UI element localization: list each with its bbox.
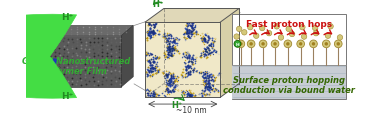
Circle shape (297, 41, 305, 48)
Circle shape (273, 43, 277, 46)
FancyArrowPatch shape (0, 15, 77, 111)
Polygon shape (220, 9, 239, 97)
Circle shape (271, 41, 279, 48)
Text: Surface proton hopping
conduction via bound water: Surface proton hopping conduction via bo… (223, 75, 355, 95)
Circle shape (254, 34, 259, 39)
Polygon shape (27, 36, 121, 87)
Polygon shape (145, 9, 239, 23)
Text: H⁺: H⁺ (61, 13, 73, 22)
Circle shape (290, 32, 295, 37)
Circle shape (299, 43, 302, 46)
Polygon shape (145, 23, 220, 97)
Text: H⁺: H⁺ (61, 91, 73, 100)
Circle shape (266, 31, 272, 37)
Circle shape (322, 41, 330, 48)
FancyArrowPatch shape (0, 3, 77, 98)
Circle shape (259, 26, 265, 31)
Circle shape (259, 41, 267, 48)
Circle shape (249, 43, 253, 46)
Circle shape (274, 24, 279, 30)
Text: Gyroid Nanostructured
Polymer Film: Gyroid Nanostructured Polymer Film (22, 56, 130, 75)
Polygon shape (27, 26, 133, 36)
Polygon shape (121, 26, 133, 87)
Circle shape (278, 35, 284, 41)
Circle shape (312, 43, 315, 46)
Circle shape (286, 43, 290, 46)
Circle shape (325, 43, 328, 46)
Circle shape (234, 35, 239, 40)
Text: H⁺: H⁺ (172, 100, 183, 109)
Circle shape (239, 43, 243, 46)
Circle shape (234, 41, 241, 48)
Circle shape (300, 25, 305, 31)
Circle shape (337, 35, 343, 41)
Circle shape (237, 41, 245, 48)
Circle shape (336, 43, 340, 46)
Text: H: H (235, 43, 239, 46)
Circle shape (301, 35, 307, 40)
Circle shape (247, 41, 255, 48)
Circle shape (242, 30, 247, 36)
Polygon shape (232, 65, 346, 99)
Circle shape (313, 31, 319, 37)
Circle shape (313, 26, 318, 31)
Circle shape (325, 34, 331, 39)
Circle shape (261, 43, 265, 46)
Circle shape (236, 27, 242, 32)
Circle shape (284, 41, 292, 48)
Polygon shape (232, 14, 346, 99)
Circle shape (328, 24, 333, 30)
Text: Fast proton hops: Fast proton hops (246, 20, 332, 29)
Circle shape (248, 25, 253, 31)
Circle shape (310, 41, 317, 48)
Circle shape (335, 41, 342, 48)
Text: H⁺: H⁺ (153, 0, 164, 9)
Circle shape (286, 27, 291, 32)
Text: ~10 nm: ~10 nm (176, 105, 207, 114)
